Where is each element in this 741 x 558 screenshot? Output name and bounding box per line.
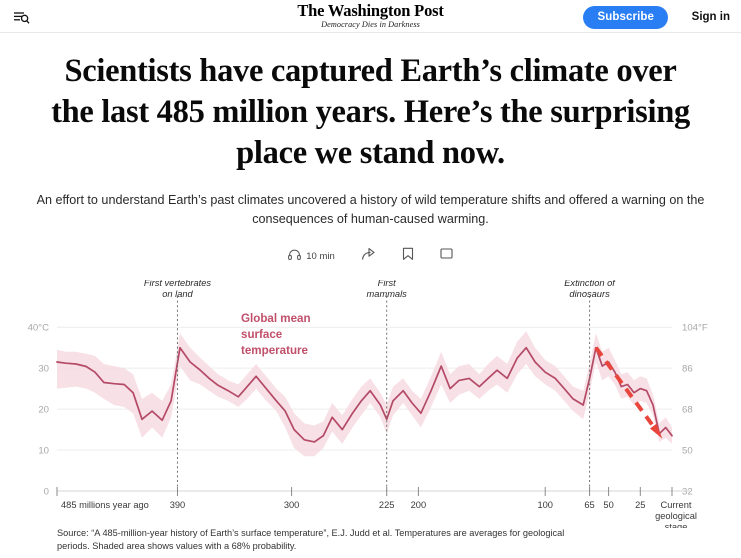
annotation-label: Extinction of bbox=[564, 280, 616, 288]
y-axis-tick-fahrenheit: 68 bbox=[682, 404, 693, 415]
series-label: surface bbox=[241, 328, 283, 341]
subscribe-button[interactable]: Subscribe bbox=[583, 6, 668, 29]
page-title: Scientists have captured Earth’s climate… bbox=[51, 53, 690, 171]
bookmark-icon bbox=[402, 247, 414, 266]
bookmark-action[interactable] bbox=[402, 247, 414, 266]
y-axis-tick-celsius: 0 bbox=[44, 486, 49, 497]
article-subhead: An effort to understand Earth’s past cli… bbox=[36, 193, 705, 226]
listen-action[interactable]: 10 min bbox=[288, 247, 335, 265]
trend-arrow-head bbox=[649, 423, 663, 439]
article-action-bar: 10 min bbox=[0, 246, 741, 266]
x-axis-tick-label: 390 bbox=[170, 500, 186, 510]
brand-name: The Washington Post bbox=[297, 1, 444, 20]
series-label: temperature bbox=[241, 344, 309, 357]
y-axis-tick-celsius: 40°C bbox=[28, 323, 50, 334]
x-axis-tick-label: geological bbox=[655, 511, 697, 521]
x-axis-tick-label: 225 bbox=[379, 500, 395, 510]
x-axis-tick-label: 50 bbox=[603, 500, 613, 510]
y-axis-tick-celsius: 10 bbox=[38, 445, 49, 456]
listen-duration-label: 10 min bbox=[306, 250, 335, 262]
y-axis-tick-celsius: 20 bbox=[38, 404, 49, 415]
site-logo[interactable]: The Washington Post Democracy Dies in Da… bbox=[0, 2, 741, 30]
site-header: The Washington Post Democracy Dies in Da… bbox=[0, 0, 741, 33]
x-axis-tick-label: 485 millions year ago bbox=[61, 500, 149, 510]
annotation-label: First vertebrates bbox=[144, 280, 212, 288]
headphones-icon bbox=[288, 247, 302, 265]
comment-action[interactable] bbox=[440, 247, 453, 265]
y-axis-tick-fahrenheit: 32 bbox=[682, 486, 693, 497]
y-axis-tick-fahrenheit: 86 bbox=[682, 364, 693, 375]
brand-tagline: Democracy Dies in Darkness bbox=[321, 20, 420, 29]
x-axis-tick-label: 100 bbox=[537, 500, 553, 510]
x-axis-tick-label: 25 bbox=[635, 500, 645, 510]
x-axis-tick-label: stage bbox=[665, 522, 688, 528]
annotation-label: First bbox=[378, 280, 396, 288]
chart-source-note: Source: “A 485-million-year history of E… bbox=[57, 528, 565, 551]
share-arrow-icon bbox=[361, 247, 376, 266]
y-axis-tick-fahrenheit: 104°F bbox=[682, 323, 708, 334]
y-axis-tick-fahrenheit: 50 bbox=[682, 445, 693, 456]
comment-icon bbox=[440, 247, 453, 265]
y-axis-tick-celsius: 30 bbox=[38, 364, 49, 375]
annotation-label: dinosaurs bbox=[569, 289, 610, 299]
x-axis-tick-label: 300 bbox=[284, 500, 300, 510]
temperature-chart: First vertebrates on land First mammals Exti… bbox=[0, 280, 741, 528]
x-axis-tick-label: 200 bbox=[411, 500, 427, 510]
share-action[interactable] bbox=[361, 247, 376, 266]
x-axis-tick-label: 65 bbox=[584, 500, 594, 510]
search-menu-icon[interactable] bbox=[10, 7, 32, 27]
annotation-label: mammals bbox=[367, 289, 408, 299]
annotation-label: on land bbox=[162, 289, 193, 299]
x-axis-tick-label: Current bbox=[660, 500, 691, 510]
sign-in-link[interactable]: Sign in bbox=[691, 11, 730, 23]
uncertainty-band bbox=[57, 331, 672, 457]
series-label: Global mean bbox=[241, 312, 311, 325]
